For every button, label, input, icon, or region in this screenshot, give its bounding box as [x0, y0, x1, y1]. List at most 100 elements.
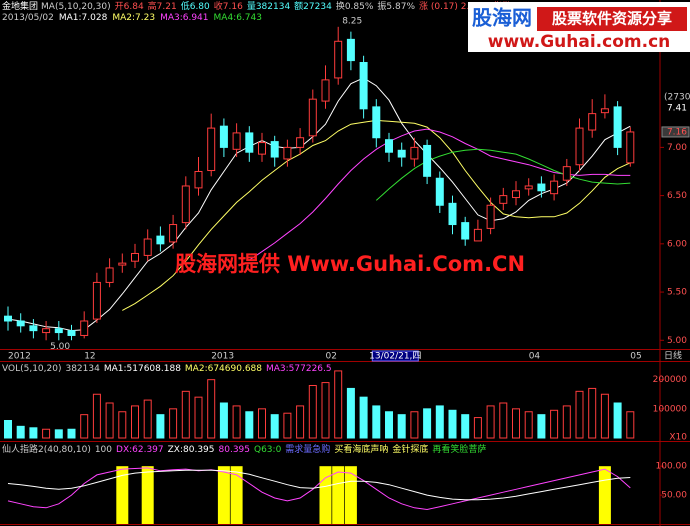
volume-bar [537, 414, 546, 439]
indicator-header: 仙人指路2(40,80,10) 100 DX:62.397 ZX:80.395 80.3… [2, 443, 486, 455]
volume-bar [626, 411, 635, 439]
x-tick-label: 13/02/21,四 [369, 352, 421, 362]
line [7, 77, 631, 332]
quote-item: 换0.85% [336, 0, 374, 12]
signal-bar [332, 466, 345, 524]
y-tick-label: 6.50 [667, 191, 687, 201]
volume-bar [385, 411, 393, 439]
volume-bar [42, 428, 51, 439]
volume-bar [156, 414, 165, 439]
volume-bar [232, 405, 241, 439]
signal-bar [141, 466, 154, 524]
volume-bar [67, 428, 76, 439]
volume-bar [131, 405, 139, 439]
candle-body [131, 252, 139, 262]
legend-item: MA1:517608.188 [104, 364, 181, 374]
volume-bar [29, 427, 38, 439]
y-tick-label: 50.00 [661, 491, 687, 501]
signal-bar [230, 466, 243, 524]
candle-body [258, 142, 266, 155]
volume-bar [258, 408, 266, 439]
volume-bar [613, 402, 622, 439]
x-tick-label: 05 [630, 352, 641, 362]
volume-bar [423, 408, 432, 439]
candle-body [156, 235, 165, 245]
candle-body [588, 113, 597, 131]
candle-body [461, 222, 470, 240]
volume-bar [588, 387, 597, 439]
quote-item: 振5.87% [377, 0, 415, 12]
candle-body [232, 132, 241, 150]
candle-body [410, 146, 419, 160]
line [7, 469, 631, 501]
legend-item: 买看海底声呐 [334, 443, 388, 455]
candle-body [219, 125, 228, 148]
candle-body [105, 267, 114, 283]
x-tick-label: 2013 [211, 352, 234, 362]
candle-body [29, 325, 38, 332]
quote-item: 高7.21 [148, 0, 177, 12]
volume-bar [245, 411, 254, 439]
signal-bar [217, 466, 230, 524]
volume-bar [461, 414, 470, 439]
quote-item: 额27234 [294, 0, 332, 12]
volume-bar [16, 425, 25, 439]
ma-value: MA3:6.941 [160, 13, 208, 23]
candle-body [499, 195, 508, 204]
legend-item: DX:62.397 [116, 445, 164, 455]
volume-bar [169, 408, 178, 439]
volume-bar [435, 405, 444, 439]
candle-body [562, 166, 571, 181]
legend-item: ZX:80.395 [168, 445, 215, 455]
legend-item: MA3:577226.5 [266, 364, 332, 374]
candle-body [537, 183, 546, 192]
candle-body [54, 328, 63, 334]
candle-body [397, 149, 406, 158]
period-label: 日线 [664, 350, 682, 362]
panel-title: 仙人指路2(40,80,10) [2, 443, 91, 455]
candle-body [448, 202, 457, 226]
legend-item: Q63:0 [254, 445, 282, 455]
legend-item: MA2:674690.688 [185, 364, 262, 374]
volume-bar [562, 405, 571, 439]
volume-bar [118, 411, 127, 439]
candle-body [626, 131, 635, 164]
volume-bar [92, 393, 101, 439]
ma-value: MA1:7.028 [59, 13, 108, 23]
level-label: 7.41 [667, 103, 687, 113]
quote-item: 开6.84 [115, 1, 144, 12]
legend-item: 需求量急购 [285, 443, 330, 455]
volume-bar [486, 405, 495, 439]
y-tick-label: 6.00 [667, 239, 687, 249]
candle-body [296, 137, 305, 148]
volume-bar [181, 390, 190, 439]
last-price-box [661, 126, 690, 138]
legend-item: 100 [95, 445, 112, 455]
signal-bar [598, 466, 611, 524]
logo-slogan-bg [537, 7, 687, 31]
candle-body [346, 38, 355, 62]
logo: 股海网 股票软件资源分享 www.Guhai.com.cn [468, 2, 690, 52]
volume-bar [296, 405, 305, 439]
volume-bar [321, 382, 330, 439]
volume-bar [575, 390, 584, 439]
candle-body [270, 141, 279, 158]
logo-brand: 股海网 [472, 6, 532, 30]
volume-bar [397, 414, 406, 439]
y-tick-label: 200000 [653, 375, 688, 385]
volume-bar [359, 396, 368, 439]
quote-item: 低6.80 [181, 0, 210, 12]
volume-bar [334, 370, 343, 439]
candle-body [385, 139, 393, 153]
y-tick-label: 100.00 [656, 462, 688, 472]
candle-body [321, 79, 330, 102]
ma-value: MA2:7.23 [112, 13, 155, 23]
candle-body [4, 315, 12, 322]
candle-body [169, 224, 178, 243]
legend-item: 80.395 [219, 445, 251, 455]
candle-body [524, 185, 533, 190]
volume-header: VOL(5,10,20) 382134 MA1:517608.188 MA2:6746… [2, 364, 332, 374]
line [7, 467, 631, 511]
candle-body [334, 40, 343, 79]
